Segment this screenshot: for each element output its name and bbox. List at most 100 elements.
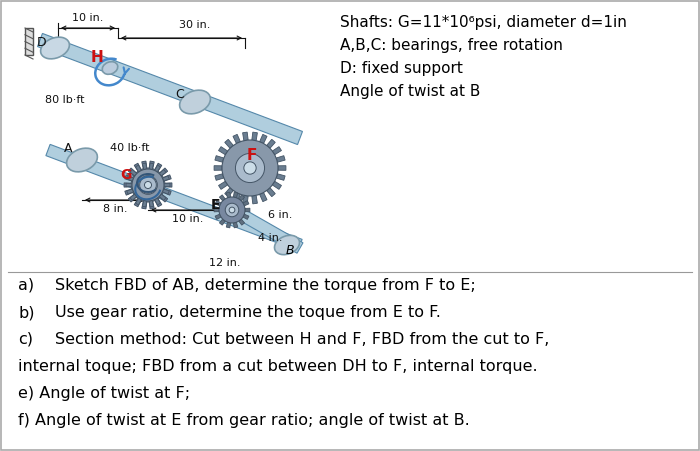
Polygon shape: [245, 208, 250, 212]
Polygon shape: [215, 156, 224, 162]
Polygon shape: [155, 198, 160, 205]
Polygon shape: [163, 175, 172, 181]
Polygon shape: [159, 194, 166, 200]
Polygon shape: [243, 132, 248, 141]
Polygon shape: [218, 147, 228, 155]
Text: B: B: [286, 244, 294, 257]
Polygon shape: [143, 163, 147, 170]
Circle shape: [132, 169, 164, 201]
Circle shape: [131, 168, 165, 202]
Polygon shape: [252, 195, 258, 204]
Polygon shape: [252, 132, 258, 141]
Polygon shape: [215, 201, 221, 206]
Polygon shape: [125, 175, 133, 181]
Text: f) Angle of twist at E from gear ratio; angle of twist at B.: f) Angle of twist at E from gear ratio; …: [18, 413, 470, 428]
Text: 30 in.: 30 in.: [179, 20, 211, 30]
Polygon shape: [239, 219, 244, 225]
Polygon shape: [159, 170, 166, 176]
Polygon shape: [160, 168, 168, 175]
Text: c): c): [18, 332, 33, 347]
Polygon shape: [260, 134, 267, 143]
Polygon shape: [134, 163, 141, 171]
Polygon shape: [155, 163, 162, 171]
Polygon shape: [136, 165, 141, 172]
Text: Use gear ratio, determine the toque from E to F.: Use gear ratio, determine the toque from…: [55, 305, 441, 320]
Ellipse shape: [102, 62, 118, 74]
Text: G: G: [120, 168, 132, 182]
Polygon shape: [267, 188, 275, 197]
Polygon shape: [225, 188, 233, 197]
Ellipse shape: [180, 90, 211, 114]
Polygon shape: [165, 183, 172, 187]
Polygon shape: [164, 183, 170, 187]
Text: 10 in.: 10 in.: [172, 214, 204, 224]
Text: 8 in.: 8 in.: [103, 204, 127, 214]
Text: E: E: [211, 198, 220, 212]
Polygon shape: [143, 200, 147, 207]
Circle shape: [229, 207, 235, 213]
Polygon shape: [215, 214, 221, 219]
Polygon shape: [142, 201, 147, 209]
Text: 12 in.: 12 in.: [209, 258, 241, 268]
Text: 80 lb·ft: 80 lb·ft: [45, 95, 85, 105]
Polygon shape: [214, 166, 222, 170]
Text: C: C: [176, 88, 184, 101]
Circle shape: [144, 181, 151, 189]
Polygon shape: [267, 139, 275, 148]
Circle shape: [235, 153, 265, 183]
Polygon shape: [219, 195, 225, 201]
Polygon shape: [239, 195, 244, 201]
Polygon shape: [276, 174, 285, 180]
Circle shape: [222, 140, 278, 196]
Text: D: D: [37, 36, 47, 49]
Polygon shape: [227, 203, 303, 253]
Polygon shape: [243, 201, 249, 206]
Text: Angle of twist at B: Angle of twist at B: [340, 84, 480, 99]
Polygon shape: [130, 170, 136, 176]
Circle shape: [139, 175, 158, 194]
Polygon shape: [130, 194, 136, 200]
Polygon shape: [155, 199, 162, 207]
Text: A,B,C: bearings, free rotation: A,B,C: bearings, free rotation: [340, 38, 563, 53]
Polygon shape: [233, 193, 240, 202]
Polygon shape: [214, 208, 219, 212]
Polygon shape: [160, 194, 168, 202]
Polygon shape: [38, 33, 302, 145]
Text: 40 lb·ft: 40 lb·ft: [110, 143, 150, 153]
Polygon shape: [233, 192, 238, 198]
Polygon shape: [233, 222, 238, 228]
Text: Sketch FBD of AB, determine the torque from F to E;: Sketch FBD of AB, determine the torque f…: [55, 278, 476, 293]
Ellipse shape: [41, 37, 69, 59]
Polygon shape: [127, 176, 134, 181]
Polygon shape: [155, 165, 160, 172]
Text: D: fixed support: D: fixed support: [340, 61, 463, 76]
Polygon shape: [149, 200, 153, 207]
Polygon shape: [233, 134, 240, 143]
Polygon shape: [25, 28, 33, 55]
Polygon shape: [125, 189, 133, 195]
Polygon shape: [149, 161, 154, 169]
Polygon shape: [128, 194, 136, 202]
Circle shape: [140, 177, 156, 193]
Text: Shafts: G=11*10⁶psi, diameter d=1in: Shafts: G=11*10⁶psi, diameter d=1in: [340, 15, 627, 30]
Polygon shape: [162, 176, 169, 181]
Polygon shape: [46, 144, 302, 251]
Text: a): a): [18, 278, 34, 293]
Polygon shape: [226, 192, 231, 198]
Circle shape: [225, 203, 239, 217]
Polygon shape: [124, 183, 131, 187]
Polygon shape: [272, 181, 281, 189]
Polygon shape: [226, 222, 231, 228]
Ellipse shape: [66, 148, 97, 172]
Polygon shape: [276, 156, 285, 162]
Polygon shape: [136, 198, 141, 205]
Text: F: F: [247, 147, 257, 162]
Text: A: A: [64, 142, 72, 155]
Text: Section method: Cut between H and F, FBD from the cut to F,: Section method: Cut between H and F, FBD…: [55, 332, 550, 347]
Polygon shape: [219, 219, 225, 225]
Polygon shape: [243, 214, 249, 219]
Polygon shape: [149, 201, 154, 209]
Polygon shape: [225, 139, 233, 148]
Circle shape: [244, 162, 256, 174]
Text: e) Angle of twist at F;: e) Angle of twist at F;: [18, 386, 190, 401]
